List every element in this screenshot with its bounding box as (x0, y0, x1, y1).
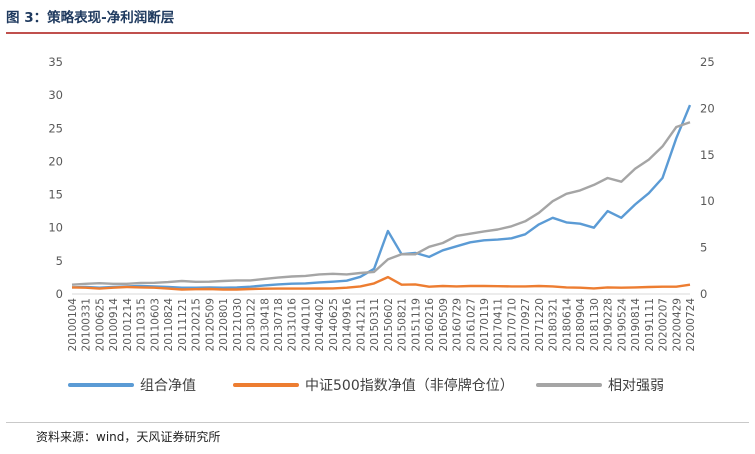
y-right-tick-label: 20 (700, 101, 715, 115)
x-tick-label: 20131016 (287, 298, 299, 352)
legend-label: 组合净值 (140, 378, 196, 394)
x-tick-label: 20140916 (342, 298, 354, 352)
source-note: 资料来源：wind，天风证券研究所 (36, 430, 221, 444)
legend-label: 中证500指数净值（非停牌仓位） (305, 377, 514, 394)
x-tick-label: 20140625 (328, 298, 340, 351)
x-tick-label: 20170411 (493, 298, 505, 351)
x-tick-label: 20130122 (246, 298, 258, 351)
y-right-tick-label: 5 (700, 241, 707, 255)
source-rule (6, 422, 749, 423)
x-tick-label: 20180321 (548, 298, 560, 351)
legend-label: 相对强弱 (608, 378, 664, 394)
x-tick-label: 20130418 (259, 298, 271, 351)
x-tick-label: 20150311 (369, 298, 381, 351)
x-tick-label: 20100104 (67, 298, 79, 352)
y-left-tick-label: 25 (48, 121, 63, 135)
y-left-tick-label: 30 (48, 88, 63, 102)
x-tick-label: 20170927 (520, 298, 532, 351)
y-right-tick-label: 10 (700, 194, 715, 208)
y-right-tick-label: 25 (700, 55, 715, 69)
x-tick-label: 20120215 (191, 298, 203, 351)
x-tick-label: 20151119 (410, 298, 422, 351)
y-left-tick-label: 0 (56, 287, 63, 301)
figure-title: 图 3：策略表现-净利润断层 (6, 10, 175, 26)
x-tick-label: 20110824 (163, 298, 175, 352)
x-tick-label: 20121030 (232, 298, 244, 351)
x-tick-label: 20190524 (616, 298, 628, 352)
x-tick-label: 20120509 (204, 298, 216, 351)
y-left-tick-label: 35 (48, 55, 63, 69)
x-tick-label: 20191111 (644, 298, 656, 351)
y-right-tick-label: 15 (700, 148, 715, 162)
x-tick-label: 20200207 (658, 298, 670, 351)
x-tick-label: 20140402 (314, 298, 326, 351)
y-left-tick-label: 5 (56, 254, 63, 268)
title-rule (6, 32, 749, 34)
x-tick-label: 20170710 (506, 298, 518, 351)
x-tick-label: 20120801 (218, 298, 230, 351)
x-tick-label: 20160729 (452, 298, 464, 351)
y-right-tick-label: 0 (700, 287, 707, 301)
x-tick-label: 20161027 (465, 298, 477, 351)
x-tick-label: 20181130 (589, 298, 601, 351)
series-line (71, 121, 691, 286)
x-tick-label: 20111121 (177, 298, 189, 351)
x-tick-label: 20190814 (630, 298, 642, 352)
x-tick-label: 20180614 (561, 298, 573, 352)
x-tick-label: 20140110 (300, 298, 312, 351)
x-tick-label: 20150821 (397, 298, 409, 351)
x-tick-label: 20171220 (534, 298, 546, 351)
y-left-tick-label: 20 (48, 154, 63, 168)
line-chart: 0 5 10 15 20 25 30 35 0 5 10 15 20 25 20100104 20100331… (48, 55, 715, 394)
x-tick-label: 20190228 (603, 298, 615, 351)
x-tick-label: 20100914 (108, 298, 120, 352)
x-tick-label: 20150602 (383, 298, 395, 351)
x-tick-label: 20180904 (575, 298, 587, 352)
x-tick-label: 20100331 (81, 298, 93, 351)
x-tick-label: 20170119 (479, 298, 491, 351)
y-left-tick-label: 15 (48, 188, 63, 202)
x-tick-label: 20200429 (671, 298, 683, 351)
x-tick-label: 20100625 (94, 298, 106, 351)
x-tick-label: 20101214 (122, 298, 134, 352)
x-tick-label: 20110315 (136, 298, 148, 351)
x-tick-label: 20141211 (355, 298, 367, 351)
series-line (71, 275, 691, 291)
x-tick-label: 20130718 (273, 298, 285, 351)
series-line (71, 104, 692, 289)
x-tick-label: 20200724 (685, 298, 697, 352)
x-tick-label: 20160216 (424, 298, 436, 352)
x-tick-label: 20110603 (149, 298, 161, 351)
y-left-tick-label: 10 (48, 221, 63, 235)
x-tick-label: 20160509 (438, 298, 450, 351)
